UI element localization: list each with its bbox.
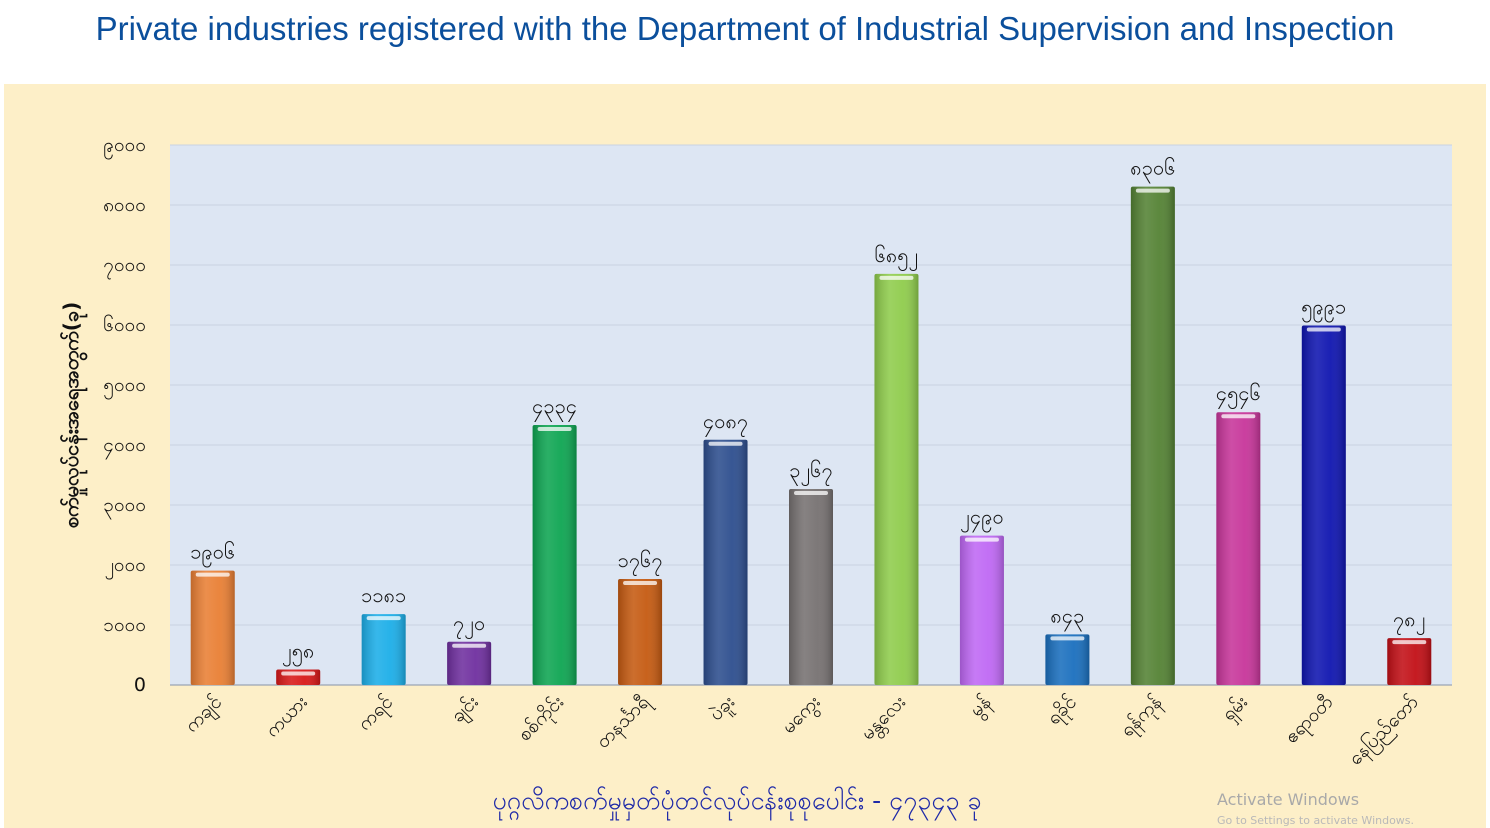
bar-shading: [789, 488, 833, 685]
x-tick-label: ရခိုင်: [1042, 690, 1084, 732]
data-label: ၅၉၉၁: [1301, 295, 1346, 323]
y-tick-label: ၆၀၀၀: [103, 313, 146, 336]
data-label: ၇၂၀: [453, 611, 485, 639]
bar-highlight: [452, 643, 487, 648]
watermark-subtext: Go to Settings to activate Windows.: [1217, 814, 1415, 827]
data-label: ၁၇၆၇: [618, 548, 663, 576]
y-tick-label: ၂၀၀၀: [105, 554, 146, 580]
y-tick-label: ၃၀၀၀: [103, 494, 146, 520]
bar-highlight: [1050, 636, 1085, 641]
bar-shading: [1216, 412, 1261, 685]
bar-highlight: [1221, 414, 1256, 419]
y-tick-label: ၉၀၀၀: [103, 134, 146, 160]
bar-highlight: [537, 426, 572, 431]
data-label: ၃၂၆၇: [789, 458, 833, 486]
bar-shading: [959, 535, 1004, 685]
bar-highlight: [366, 616, 401, 621]
x-tick-label: ရန်ကုန်: [1115, 690, 1169, 744]
data-label: ၂၅၈: [282, 639, 315, 667]
bar-shading: [1301, 325, 1346, 685]
x-tick-label: မွန်: [965, 690, 999, 724]
x-tick-label: ကချင်: [180, 690, 229, 739]
data-label: ၇၈၂: [1393, 607, 1426, 635]
x-tick-label: ရှမ်း: [1217, 690, 1255, 728]
x-tick-label: ကရင်: [353, 690, 401, 738]
y-tick-label: ၈၀၀၀: [103, 194, 146, 216]
y-tick-label: ၅၀၀၀: [103, 374, 146, 400]
bar-highlight: [1135, 188, 1170, 193]
bar-shading: [1045, 634, 1090, 685]
bar-highlight: [964, 537, 999, 542]
data-label: ၈၄၃: [1050, 603, 1084, 631]
bar-highlight: [195, 572, 230, 577]
bar-shading: [361, 614, 406, 685]
data-label: ၆၈၅၂: [875, 243, 919, 271]
data-label: ၂၄၉၀: [960, 505, 1004, 533]
data-label: ၄၅၄၆: [1216, 381, 1261, 409]
x-tick-label: ချင်း: [446, 690, 486, 730]
y-axis-label: စက်မှုလုပ်ငန်းအရေအတွက်(ခု): [59, 302, 88, 529]
bar-highlight: [794, 490, 828, 495]
y-tick-label: ၇၀၀၀: [103, 254, 146, 280]
x-axis-label: ပုဂ္ဂလိကစက်မှုမှတ်ပုံတင်လုပ်ငန်းစုစုပေါင…: [493, 786, 982, 821]
bar-highlight: [708, 441, 743, 446]
bar-shading: [874, 273, 919, 685]
data-label: ၁၁၈၁: [361, 583, 406, 607]
x-tick-label: နေပြည်တော်: [1343, 690, 1426, 773]
bar-shading: [1387, 638, 1432, 685]
bar-highlight: [879, 275, 914, 280]
data-label: ၁၉၀၆: [190, 540, 235, 568]
bar-shading: [1130, 186, 1175, 685]
x-tick-label: တနင်္သာရီ: [591, 690, 657, 756]
watermark-text: Activate Windows: [1217, 790, 1360, 809]
bar-shading: [447, 641, 492, 685]
bar-highlight: [1392, 640, 1427, 645]
bar-shading: [532, 424, 577, 685]
y-tick-label: ၁၀၀၀: [103, 614, 146, 636]
bar-shading: [618, 578, 663, 685]
bar-highlight: [281, 671, 316, 676]
x-tick-label: မကွေး: [777, 691, 827, 741]
bar-highlight: [1306, 327, 1341, 332]
data-label: ၄၀၈၇: [703, 409, 748, 437]
bar-shading: [190, 570, 235, 685]
x-tick-label: မန္တလေး: [857, 691, 913, 747]
data-label: ၄၃၃၄: [532, 394, 577, 422]
x-tick-label: စစ်ကိုင်း: [513, 690, 571, 748]
x-tick-label: ပဲခူး: [705, 691, 742, 728]
x-tick-label: ဧရာဝတီ: [1280, 690, 1341, 751]
x-tick-label: ကယား: [261, 691, 312, 742]
bar-shading: [703, 439, 748, 685]
bar-highlight: [623, 580, 658, 585]
page-title: Private industries registered with the D…: [95, 10, 1395, 47]
y-tick-label: 0: [134, 674, 146, 696]
y-tick-label: ၄၀၀၀: [103, 434, 146, 460]
data-label: ၈၃၀၆: [1130, 156, 1175, 184]
